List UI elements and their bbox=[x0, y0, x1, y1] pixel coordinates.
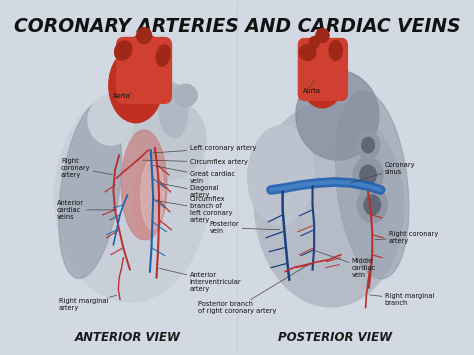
Ellipse shape bbox=[109, 48, 163, 123]
Ellipse shape bbox=[132, 100, 206, 180]
Ellipse shape bbox=[299, 44, 316, 60]
Ellipse shape bbox=[174, 84, 197, 106]
Text: Anterior
cardiac
veins: Anterior cardiac veins bbox=[57, 200, 117, 220]
FancyBboxPatch shape bbox=[299, 39, 347, 100]
Text: Left coronary artery: Left coronary artery bbox=[153, 145, 256, 153]
Circle shape bbox=[356, 131, 380, 159]
Circle shape bbox=[364, 195, 381, 215]
Circle shape bbox=[353, 157, 383, 193]
Text: Great cardiac
vein: Great cardiac vein bbox=[154, 165, 235, 184]
Ellipse shape bbox=[134, 160, 163, 240]
Ellipse shape bbox=[309, 37, 319, 49]
Ellipse shape bbox=[307, 38, 338, 60]
Text: Coronary
sinus: Coronary sinus bbox=[350, 162, 415, 183]
Text: POSTERIOR VIEW: POSTERIOR VIEW bbox=[278, 331, 392, 344]
Ellipse shape bbox=[336, 91, 409, 279]
Text: CORONARY ARTERIES AND CARDIAC VEINS: CORONARY ARTERIES AND CARDIAC VEINS bbox=[14, 17, 460, 36]
Ellipse shape bbox=[248, 125, 314, 225]
Ellipse shape bbox=[156, 45, 170, 66]
Text: ANTERIOR VIEW: ANTERIOR VIEW bbox=[74, 331, 181, 344]
Text: Right marginal
branch: Right marginal branch bbox=[369, 293, 434, 306]
Ellipse shape bbox=[55, 88, 209, 302]
Ellipse shape bbox=[158, 83, 188, 138]
Ellipse shape bbox=[255, 103, 404, 307]
FancyBboxPatch shape bbox=[117, 38, 172, 103]
Ellipse shape bbox=[115, 41, 132, 60]
Ellipse shape bbox=[137, 28, 152, 44]
Text: Aorta: Aorta bbox=[302, 88, 320, 94]
Ellipse shape bbox=[316, 29, 329, 43]
Ellipse shape bbox=[141, 160, 164, 230]
Text: Anterior
interventricular
artery: Anterior interventricular artery bbox=[159, 268, 241, 291]
Ellipse shape bbox=[121, 130, 167, 240]
Text: Posterior branch
of right coronary artery: Posterior branch of right coronary arter… bbox=[199, 265, 308, 314]
Text: Diagonal
artery: Diagonal artery bbox=[161, 184, 219, 198]
Ellipse shape bbox=[59, 102, 121, 278]
Circle shape bbox=[362, 137, 374, 153]
Ellipse shape bbox=[300, 43, 345, 108]
Text: Right marginal
artery: Right marginal artery bbox=[59, 295, 117, 311]
Circle shape bbox=[360, 165, 376, 185]
Ellipse shape bbox=[88, 95, 134, 145]
Text: Right coronary
artery: Right coronary artery bbox=[375, 231, 438, 244]
Text: Aorta: Aorta bbox=[113, 93, 131, 99]
Text: Circumflex artery: Circumflex artery bbox=[143, 159, 247, 165]
Ellipse shape bbox=[127, 34, 162, 62]
Circle shape bbox=[357, 187, 387, 223]
Ellipse shape bbox=[329, 40, 342, 60]
Text: Middle
cardiac
vein: Middle cardiac vein bbox=[315, 251, 376, 278]
Text: Posterior
vein: Posterior vein bbox=[210, 221, 280, 234]
Text: Circumflex
branch of
left coronary
artery: Circumflex branch of left coronary arter… bbox=[155, 196, 232, 223]
Ellipse shape bbox=[296, 70, 379, 160]
Text: Right
coronary
artery: Right coronary artery bbox=[61, 158, 112, 178]
